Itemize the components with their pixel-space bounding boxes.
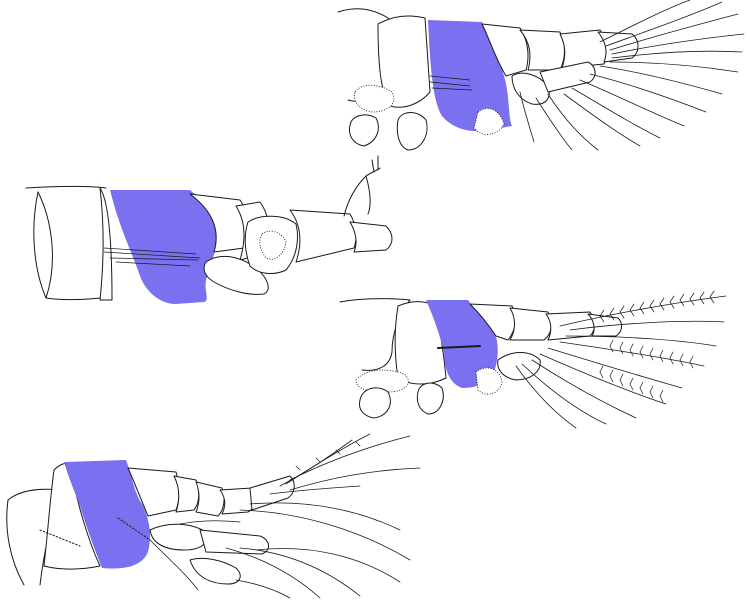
panel-1-gill-1 [349,114,379,147]
panel-1-gill-2 [396,112,428,151]
panel-2-segment-6 [289,209,357,263]
panel-1-lower-podite-2 [539,61,596,93]
panel-3-appendage [339,290,727,429]
panel-4-appendage [6,433,421,599]
panel-4-setae [149,433,421,599]
panel-4-highlight-segment [64,460,150,569]
panel-2-highlight-segment [110,190,218,304]
panel-2-body-front [37,191,101,300]
panel-2-body-outline [25,186,107,189]
panel-3-gill-1 [359,387,391,419]
panel-2-setae [103,247,201,267]
panel-3-segment-2 [394,301,447,385]
panel-4-dotted-suture [39,517,151,547]
panel-4-lower-podite-2 [199,529,269,555]
panel-4-lower-podite-1 [149,523,208,551]
panel-1-segment-7 [597,31,639,63]
panel-2-appendage [25,155,393,304]
panel-1-setae [429,0,745,151]
panel-2-tip [349,221,393,253]
panel-3-lower-podite [497,352,541,381]
panel-3-highlight-segment [426,300,498,388]
panel-2-claw [343,155,381,217]
panel-3-gill-2 [416,382,444,415]
panel-1-stippled-lobe [353,84,395,113]
panel-1-appendage [337,0,745,151]
panel-3-segment-5 [509,307,552,341]
panel-2-stippled-lobe [259,230,287,260]
panel-2-body-left [33,191,47,299]
panel-1-stippled-base [473,108,505,135]
panel-3-stippled-lobe [355,369,409,393]
panel-1-highlight-segment [428,20,512,132]
panel-3-plumose-setae [437,290,727,429]
panel-4-segment-8 [249,475,295,511]
panel-4-segment-6 [195,481,225,517]
panel-4-lower-podite-3 [189,557,241,585]
panel-1-segment-2 [377,15,431,108]
panel-2-segment-2 [99,187,113,301]
panel-3-segment-7 [587,313,623,337]
panel-3-stippled-base [475,367,503,395]
